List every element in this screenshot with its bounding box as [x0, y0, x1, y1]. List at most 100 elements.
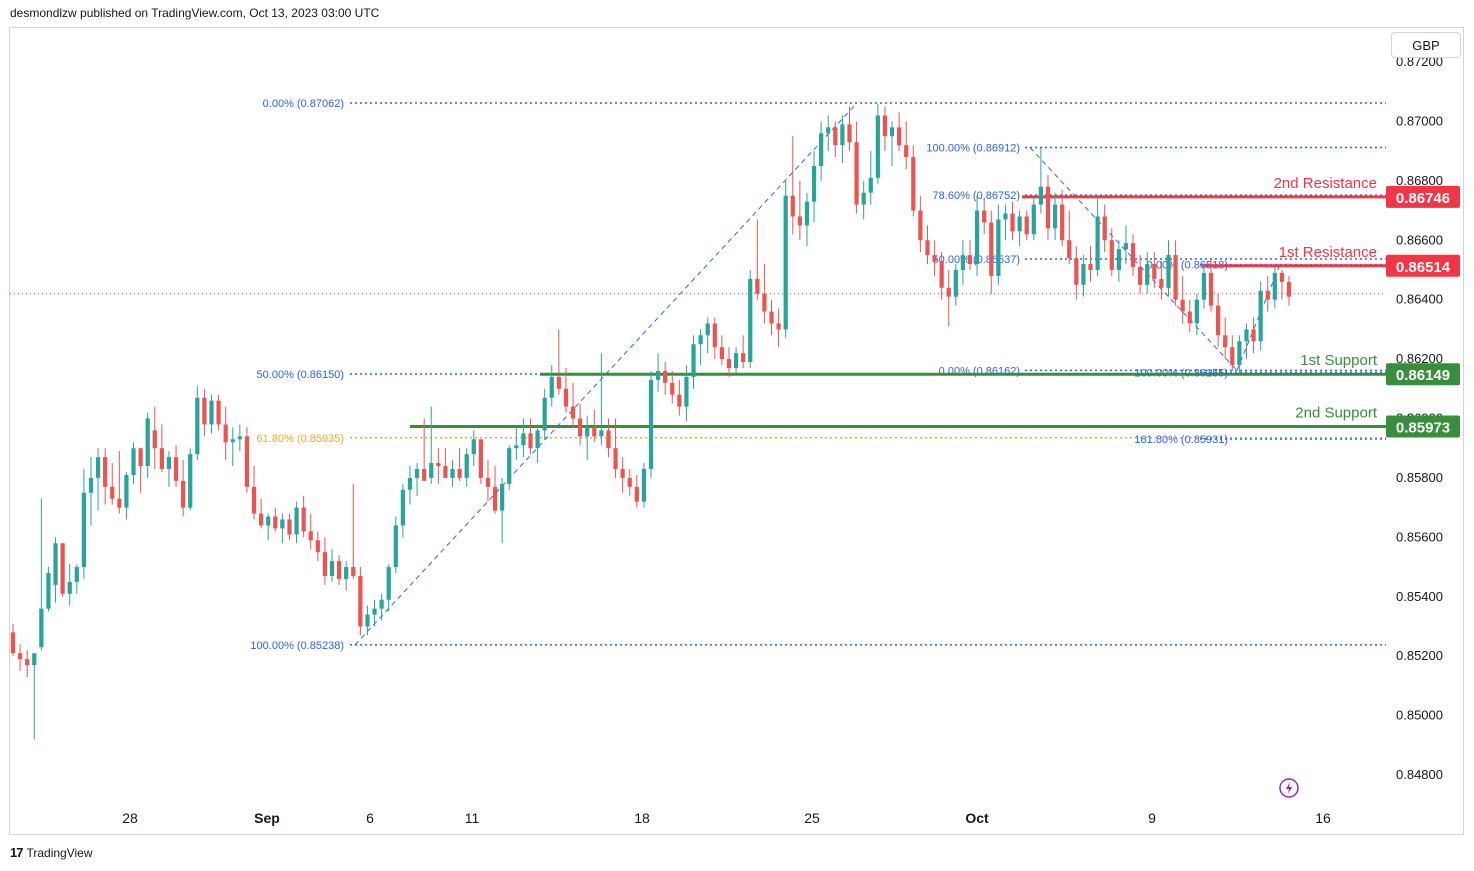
candle — [1145, 252, 1150, 294]
candle — [1138, 255, 1143, 294]
candle — [570, 382, 576, 428]
candle — [1159, 261, 1164, 300]
candle-body — [1279, 272, 1285, 282]
candle — [500, 477, 505, 544]
candle — [911, 145, 916, 217]
x-tick-label: 16 — [1315, 810, 1331, 826]
candle-body — [32, 653, 37, 666]
candle — [712, 317, 717, 360]
resistance-price-tag — [1386, 254, 1460, 277]
candle-body — [258, 513, 264, 526]
candle-body — [719, 347, 725, 360]
footer: 17 TradingView — [10, 845, 93, 860]
candle — [670, 370, 675, 404]
tradingview-logo-icon[interactable]: 17 — [10, 845, 24, 860]
candle — [294, 501, 299, 544]
x-tick-label: 25 — [804, 810, 820, 826]
candle — [152, 406, 157, 470]
candle-body — [911, 157, 916, 211]
candle — [1251, 317, 1256, 354]
candle — [875, 103, 880, 184]
candle — [1166, 240, 1171, 297]
candle — [741, 335, 746, 368]
candle — [244, 427, 250, 493]
candle-body — [755, 278, 760, 294]
candle — [110, 463, 115, 505]
candle — [429, 406, 434, 484]
y-tick-label: 0.85600 — [1396, 529, 1443, 544]
candle — [60, 543, 65, 597]
candle-body — [1024, 216, 1029, 235]
candle — [698, 329, 703, 366]
candle-body — [1109, 240, 1114, 270]
candle-body — [634, 486, 639, 502]
candle — [811, 151, 817, 223]
candle-body — [301, 507, 306, 532]
candle — [1095, 195, 1100, 276]
candle — [159, 424, 164, 472]
candle — [17, 644, 23, 672]
resistance-label: 2nd Resistance — [1274, 175, 1377, 192]
support-label: 1st Support — [1300, 352, 1378, 369]
candle — [478, 439, 483, 484]
candle-body — [882, 115, 888, 137]
candle — [131, 442, 136, 484]
candle — [39, 498, 44, 651]
candle — [1180, 275, 1185, 324]
candle — [776, 308, 781, 348]
candle-body — [1060, 204, 1065, 241]
candle-body — [188, 454, 193, 508]
candle — [287, 513, 292, 541]
candle-body — [953, 269, 958, 297]
candle-body — [1074, 258, 1079, 285]
candle-body — [663, 370, 668, 383]
candle-body — [904, 145, 909, 158]
candle — [882, 106, 888, 152]
candle-body — [152, 430, 157, 449]
candle — [542, 388, 547, 440]
candle — [351, 483, 356, 579]
fib-trend-line — [1236, 264, 1281, 371]
candle-body — [670, 382, 675, 395]
candle-body — [103, 457, 108, 487]
candle-body — [237, 436, 242, 440]
fib-label: 100.00% (0.85238) — [250, 640, 344, 652]
fib-label: 78.60% (0.86752) — [933, 190, 1020, 202]
candle-body — [166, 457, 172, 470]
candle-body — [570, 406, 576, 419]
candle-body — [336, 561, 342, 579]
candle-body — [1010, 213, 1015, 232]
candle-body — [1017, 216, 1022, 232]
candle — [989, 210, 994, 294]
candle — [464, 448, 469, 487]
candle — [925, 225, 930, 265]
candle — [1215, 293, 1221, 348]
candle — [46, 567, 51, 612]
candle — [655, 353, 661, 392]
currency-button[interactable]: GBP — [1391, 32, 1461, 58]
candle — [1244, 323, 1249, 360]
candle-body — [1215, 305, 1221, 336]
candle — [81, 469, 87, 579]
candle — [1038, 148, 1044, 214]
candle-body — [592, 427, 597, 437]
candle — [32, 653, 37, 740]
candle — [1017, 210, 1022, 247]
candle — [620, 457, 625, 493]
candle — [1230, 335, 1235, 371]
support-price-value: 0.86149 — [1396, 367, 1450, 384]
candle — [1286, 275, 1292, 306]
candle-body — [507, 448, 512, 484]
footer-brand[interactable]: TradingView — [26, 845, 93, 860]
candle-body — [1180, 299, 1185, 312]
candle-body — [1286, 281, 1292, 297]
candle-body — [925, 240, 930, 256]
candle-body — [989, 222, 994, 276]
candle — [1152, 252, 1157, 288]
candle-body — [556, 376, 561, 389]
lightning-icon[interactable] — [1279, 778, 1299, 798]
candle-body — [1052, 204, 1058, 229]
candle-body — [60, 543, 65, 594]
candle-body — [819, 133, 824, 166]
